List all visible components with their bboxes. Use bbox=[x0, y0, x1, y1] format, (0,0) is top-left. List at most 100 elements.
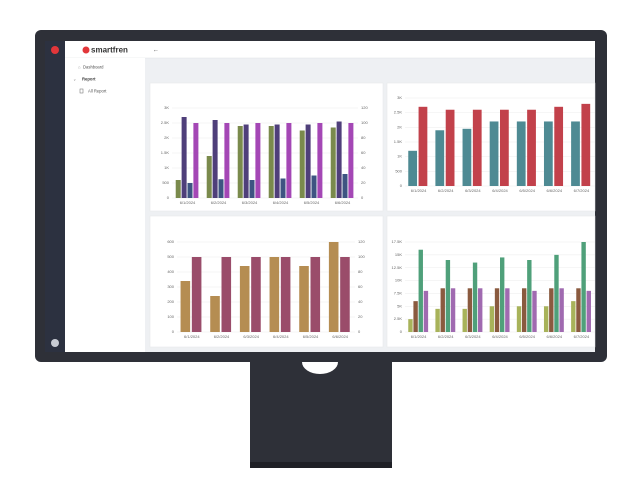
y-tick-label: 1K bbox=[164, 165, 169, 170]
y-tick-label: 500 bbox=[395, 168, 402, 173]
bar bbox=[317, 123, 323, 198]
bar bbox=[212, 120, 218, 198]
nav-item[interactable]: Dashboard bbox=[83, 65, 104, 70]
x-tick-label: 6/4/2024 bbox=[492, 334, 508, 339]
y-tick-label: 5K bbox=[397, 303, 402, 308]
user-avatar[interactable] bbox=[51, 339, 59, 347]
y-tick-label: 400 bbox=[167, 269, 174, 274]
y-tick-label: 100 bbox=[167, 314, 174, 319]
x-tick-label: 6/7/2024 bbox=[574, 188, 590, 193]
brand-name: smartfren bbox=[91, 46, 128, 55]
bar bbox=[187, 183, 193, 198]
x-tick-label: 6/1/2024 bbox=[411, 188, 427, 193]
icon-sidebar bbox=[45, 41, 65, 352]
x-tick-label: 6/3/2024 bbox=[465, 334, 481, 339]
bar bbox=[237, 126, 243, 198]
app-icon[interactable] bbox=[51, 46, 59, 54]
bar bbox=[489, 306, 495, 332]
x-tick-label: 6/4/2024 bbox=[492, 188, 508, 193]
bar bbox=[554, 106, 564, 186]
bar bbox=[516, 121, 526, 186]
y-tick-label: 0 bbox=[172, 329, 175, 334]
y-tick-label: 1K bbox=[397, 154, 402, 159]
bar bbox=[269, 257, 280, 332]
y-tick-label: 2.5K bbox=[161, 120, 170, 125]
x-tick-label: 6/4/2024 bbox=[273, 200, 289, 205]
bar bbox=[181, 117, 187, 198]
y-tick-label: 3K bbox=[397, 95, 402, 100]
top-bar bbox=[65, 41, 595, 58]
bar bbox=[571, 301, 576, 332]
y-tick-label: 12.5K bbox=[392, 265, 403, 270]
bar bbox=[478, 288, 483, 332]
bar bbox=[175, 180, 181, 198]
bar bbox=[286, 123, 292, 198]
bar bbox=[221, 257, 232, 332]
y2-tick-label: 20 bbox=[361, 180, 366, 185]
svg-text:⌄: ⌄ bbox=[73, 77, 76, 82]
y-tick-label: 7.5K bbox=[394, 290, 403, 295]
y2-tick-label: 100 bbox=[361, 120, 368, 125]
y-tick-label: 3K bbox=[164, 105, 169, 110]
x-tick-label: 6/2/2024 bbox=[211, 200, 227, 205]
x-tick-label: 6/6/2024 bbox=[546, 188, 562, 193]
y2-tick-label: 0 bbox=[361, 195, 364, 200]
bar bbox=[299, 130, 305, 198]
bar bbox=[249, 180, 255, 198]
brand-logo bbox=[82, 46, 90, 54]
x-tick-label: 6/3/2024 bbox=[243, 334, 259, 339]
y2-tick-label: 80 bbox=[358, 269, 363, 274]
bar bbox=[348, 123, 354, 198]
back-button[interactable]: ← bbox=[153, 48, 159, 54]
nav-item[interactable]: All Report bbox=[88, 89, 107, 94]
nav-item[interactable]: Report bbox=[82, 77, 96, 82]
bar bbox=[489, 121, 499, 186]
bar bbox=[423, 290, 429, 332]
bar bbox=[549, 288, 554, 332]
y2-tick-label: 100 bbox=[358, 254, 365, 259]
bar bbox=[330, 127, 336, 198]
x-tick-label: 6/6/2024 bbox=[335, 200, 351, 205]
y-tick-label: 500 bbox=[167, 254, 174, 259]
x-tick-label: 6/5/2024 bbox=[303, 334, 319, 339]
bar bbox=[280, 178, 286, 198]
x-tick-label: 6/2/2024 bbox=[214, 334, 230, 339]
y-tick-label: 2K bbox=[397, 124, 402, 129]
bar bbox=[255, 123, 261, 198]
bar bbox=[435, 308, 440, 332]
bar bbox=[408, 150, 418, 186]
x-tick-label: 6/2/2024 bbox=[438, 188, 454, 193]
bar bbox=[251, 257, 261, 332]
bar bbox=[440, 288, 445, 332]
stand-notch bbox=[302, 362, 338, 374]
y-tick-label: 17.5K bbox=[392, 239, 403, 244]
bar bbox=[336, 121, 342, 198]
y-tick-label: 2K bbox=[164, 135, 169, 140]
bar bbox=[462, 128, 472, 186]
bar bbox=[268, 126, 274, 198]
bar bbox=[472, 109, 482, 186]
bar bbox=[472, 262, 478, 332]
y-tick-label: 1.5K bbox=[394, 139, 403, 144]
y-tick-label: 1.5K bbox=[161, 150, 170, 155]
x-tick-label: 6/7/2024 bbox=[574, 334, 590, 339]
bar bbox=[435, 130, 445, 186]
y-tick-label: 2.5K bbox=[394, 316, 403, 321]
y-tick-label: 600 bbox=[167, 239, 174, 244]
y2-tick-label: 40 bbox=[361, 165, 366, 170]
bar bbox=[445, 109, 455, 186]
monitor-stand bbox=[250, 360, 392, 466]
x-tick-label: 6/1/2024 bbox=[184, 334, 200, 339]
nav-panel bbox=[65, 58, 145, 352]
bar bbox=[450, 288, 456, 332]
y-tick-label: 0 bbox=[167, 195, 170, 200]
y-tick-label: 15K bbox=[395, 252, 402, 257]
bar bbox=[527, 260, 532, 332]
bar bbox=[191, 257, 202, 332]
svg-text:⌂: ⌂ bbox=[78, 65, 81, 70]
bar bbox=[516, 306, 522, 332]
bar bbox=[532, 290, 537, 332]
bar bbox=[280, 257, 291, 332]
y2-tick-label: 120 bbox=[358, 239, 365, 244]
